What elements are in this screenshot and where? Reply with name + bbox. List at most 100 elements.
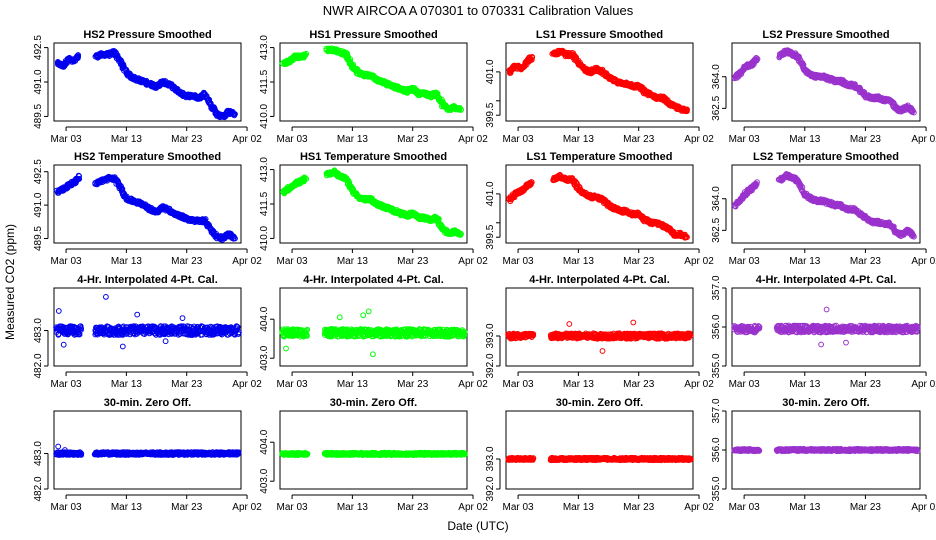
plot-frame (279, 164, 468, 244)
x-tick-label: Mar 13 (337, 379, 369, 390)
y-tick-label: 491.0 (33, 192, 44, 217)
data-point (684, 108, 690, 115)
x-tick-label: Mar 23 (850, 256, 882, 267)
panel-title: 4-Hr. Interpolated 4-Pt. Cal. (529, 274, 670, 286)
panel-11: 4-Hr. Interpolated 4-Pt. Cal.392.0393.0M… (485, 274, 714, 390)
plot-frame (731, 42, 921, 122)
data-point (370, 351, 376, 358)
data-point (103, 294, 109, 300)
x-tick-label: Mar 23 (397, 256, 429, 267)
y-tick-label: 413.0 (259, 157, 270, 182)
y-tick-label: 410.0 (259, 225, 270, 250)
y-tick-label: 411.5 (259, 191, 270, 216)
x-tick-label: Apr 02 (684, 256, 714, 267)
data-series-LS1 (506, 47, 690, 115)
y-tick-label: 482.0 (33, 353, 44, 378)
panel-9: 4-Hr. Interpolated 4-Pt. Cal.482.0483.0M… (33, 274, 262, 390)
x-tick-label: Mar 23 (171, 379, 203, 390)
data-point (78, 327, 84, 333)
panel-grid: HS2 Pressure Smoothed489.5491.0492.5Mar … (33, 29, 936, 513)
data-point (365, 308, 372, 315)
data-point (753, 55, 760, 61)
figure-title: NWR AIRCOA A 070301 to 070331 Calibratio… (323, 3, 634, 18)
panel-2: HS1 Pressure Smoothed410.0411.5413.0Mar … (259, 29, 488, 145)
x-tick-label: Mar 13 (337, 134, 369, 145)
plot-frame (731, 164, 921, 244)
data-point (684, 234, 690, 241)
data-point (302, 52, 308, 58)
x-tick-label: Mar 13 (789, 256, 821, 267)
data-series-LS2 (731, 47, 917, 116)
y-tick-label: 491.0 (33, 69, 44, 94)
panel-title: LS2 Pressure Smoothed (762, 29, 889, 41)
data-point (232, 111, 238, 117)
data-point (179, 315, 186, 322)
panel-title: HS2 Temperature Smoothed (74, 151, 221, 163)
y-tick-label: 401.0 (485, 59, 496, 84)
data-point (753, 56, 760, 63)
panel-title: 4-Hr. Interpolated 4-Pt. Cal. (77, 274, 218, 286)
y-tick-label: 362.5 (711, 95, 722, 120)
plot-frame (53, 164, 242, 244)
x-tick-label: Mar 13 (111, 256, 143, 267)
x-tick-label: Mar 23 (623, 256, 655, 267)
data-point (60, 341, 67, 348)
data-series-HS1 (280, 167, 464, 238)
data-point (360, 312, 367, 319)
x-tick-label: Mar 03 (729, 256, 761, 267)
x-tick-label: Mar 03 (277, 134, 309, 145)
x-tick-label: Mar 23 (397, 134, 429, 145)
data-point (230, 233, 237, 240)
y-tick-label: 489.5 (33, 103, 44, 128)
data-point (457, 231, 464, 238)
data-point (55, 308, 62, 314)
y-tick-label: 411.5 (259, 69, 270, 94)
data-point (752, 180, 759, 187)
y-tick-label: 401.0 (485, 181, 496, 206)
data-point (528, 179, 535, 186)
x-axis-label: Date (UTC) (447, 519, 508, 533)
data-series-HS2 (53, 294, 242, 350)
x-tick-label: Apr 02 (458, 379, 488, 390)
x-tick-label: Mar 23 (850, 134, 882, 145)
data-point (134, 311, 141, 318)
y-tick-label: 489.5 (33, 226, 44, 251)
y-tick-label: 492.5 (33, 159, 44, 184)
x-tick-label: Apr 02 (684, 134, 714, 145)
data-point (911, 109, 917, 116)
plot-frame (505, 42, 694, 122)
x-tick-label: Mar 13 (337, 256, 369, 267)
x-tick-label: Apr 02 (232, 379, 262, 390)
data-point (303, 50, 310, 57)
panel-title: 4-Hr. Interpolated 4-Pt. Cal. (303, 274, 444, 286)
data-point (529, 56, 535, 63)
x-tick-label: Mar 03 (729, 134, 761, 145)
x-tick-label: Mar 23 (397, 379, 429, 390)
x-tick-label: Apr 02 (911, 134, 936, 145)
x-tick-label: Mar 03 (51, 134, 83, 145)
data-point (797, 184, 804, 191)
data-point (458, 106, 464, 113)
x-tick-label: Mar 23 (171, 134, 203, 145)
data-series-HS1 (279, 308, 468, 358)
y-tick-label: 399.5 (485, 102, 496, 127)
plot-frame (505, 164, 694, 244)
y-tick-label: 364.0 (711, 186, 722, 211)
data-series-LS1 (506, 171, 690, 241)
x-tick-label: Mar 03 (51, 379, 83, 390)
x-tick-label: Mar 03 (503, 134, 535, 145)
y-axis-label: Measured CO2 (ppm) (3, 224, 17, 340)
data-point (283, 345, 289, 352)
data-series-HS2 (53, 172, 238, 243)
data-point (684, 106, 690, 113)
panel-title: LS1 Pressure Smoothed (536, 29, 663, 41)
x-tick-label: Mar 03 (51, 256, 83, 267)
x-tick-label: Apr 02 (232, 256, 262, 267)
panel-6: HS1 Temperature Smoothed410.0411.5413.0M… (259, 151, 488, 267)
x-tick-label: Mar 13 (111, 379, 143, 390)
data-point (909, 108, 916, 114)
x-tick-label: Mar 13 (789, 134, 821, 145)
